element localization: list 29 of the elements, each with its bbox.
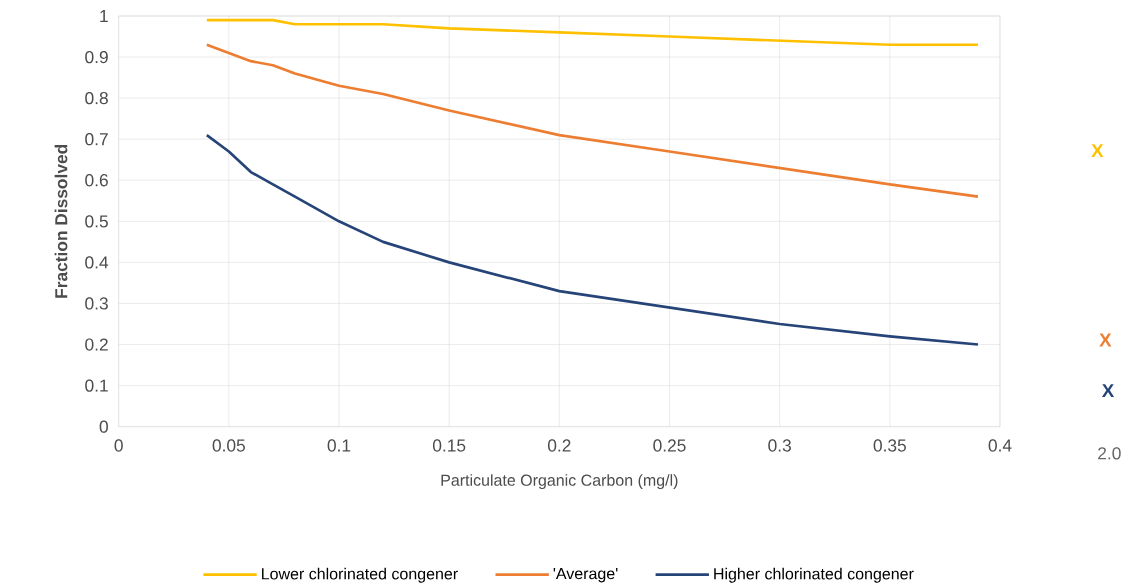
y-tick-label: 0.5 xyxy=(85,215,108,228)
y-axis-title: Fraction Dissolved xyxy=(54,145,68,298)
y-tick-label: 0.8 xyxy=(85,92,108,105)
x-tick-label: 0.2 xyxy=(547,439,571,452)
y-tick-label: 0.3 xyxy=(85,297,108,310)
text: X xyxy=(1099,333,1112,347)
text: X xyxy=(1091,144,1104,158)
legend-label: Lower chlorinated congener xyxy=(262,567,458,583)
x-tick-label: 0.3 xyxy=(768,439,791,452)
x-tick-label: 0.35 xyxy=(873,439,906,452)
text: X xyxy=(1101,384,1115,398)
y-tick-label: 0.7 xyxy=(85,133,108,146)
x-axis-title: Particulate Organic Carbon (mg/l) xyxy=(441,474,678,490)
x-tick-label: 0.05 xyxy=(212,439,245,452)
x-tick-label: 0.4 xyxy=(988,439,1012,452)
y-tick-label: 0.6 xyxy=(85,174,108,187)
y-tick-label: 0.1 xyxy=(85,379,108,392)
y-tick-label: 0.2 xyxy=(85,338,108,351)
x-tick-label: 0.25 xyxy=(653,439,686,452)
y-tick-label: 1 xyxy=(100,10,108,23)
text: 2.0 xyxy=(1098,447,1121,460)
x-tick-label: 0.15 xyxy=(432,439,466,452)
legend-label: 'Average' xyxy=(553,568,618,583)
y-tick-label: 0.4 xyxy=(85,256,109,269)
x-tick-label: 0.1 xyxy=(327,439,351,452)
x-tick-label: 0 xyxy=(114,439,123,452)
legend-label: Higher chlorinated congener xyxy=(714,567,914,583)
y-tick-label: 0.9 xyxy=(85,51,108,64)
y-tick-label: 0 xyxy=(99,420,108,433)
